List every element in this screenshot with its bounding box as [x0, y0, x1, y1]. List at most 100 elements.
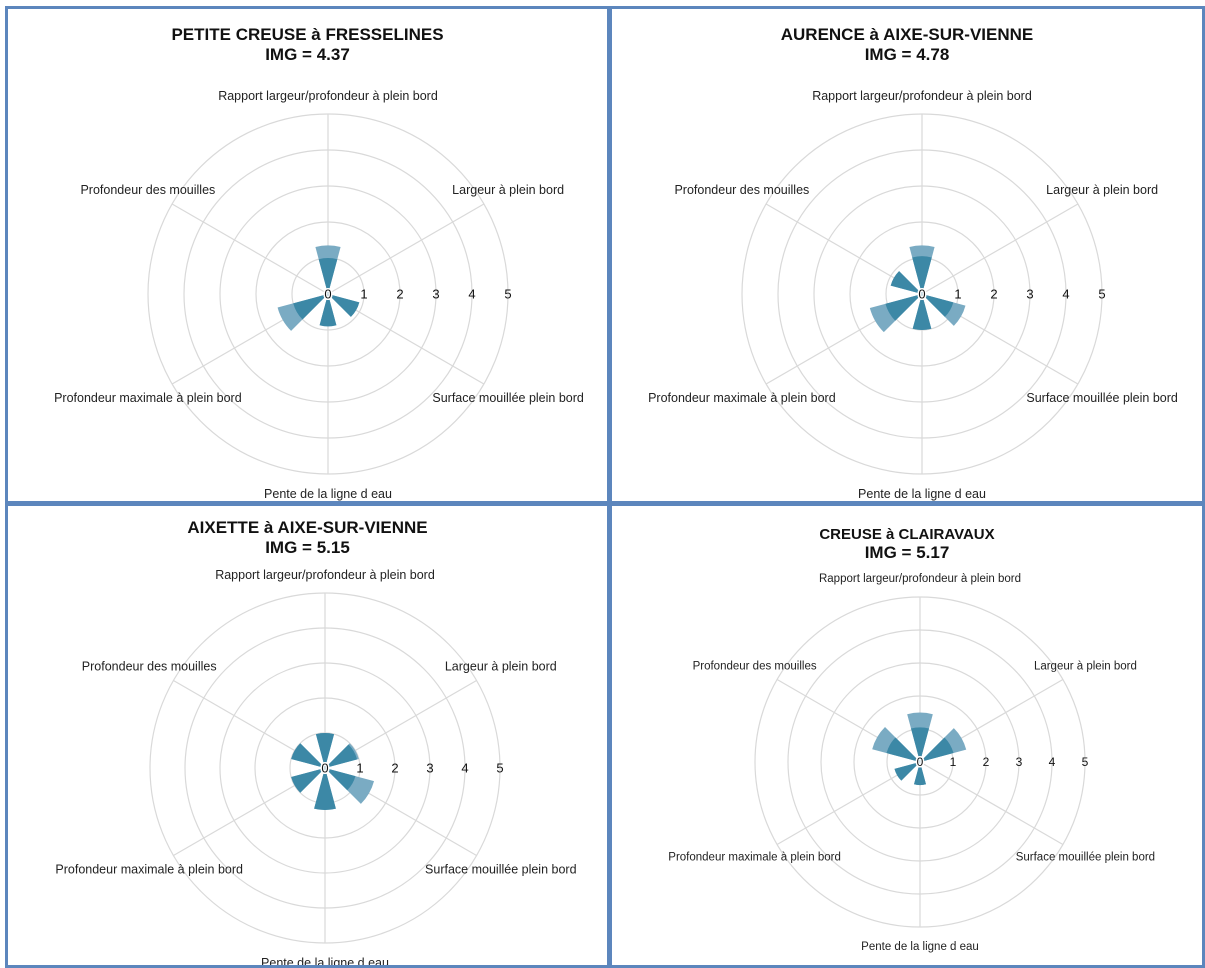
axis-label: Largeur à plein bord [445, 660, 557, 674]
tick-label: 2 [391, 761, 398, 776]
img-value: 4.78 [916, 44, 950, 64]
wedge-inner [318, 258, 338, 294]
tick-label: 4 [1062, 287, 1069, 302]
tick-label: 5 [1082, 755, 1089, 769]
station-name: PETITE CREUSE à FRESSELINES [171, 25, 444, 44]
chart-title: AURENCE à AIXE-SUR-VIENNE IMG = 4.78 [612, 25, 1202, 64]
tick-label: 2 [990, 287, 997, 302]
tick-label: 2 [983, 755, 990, 769]
wedge-inner [886, 737, 920, 762]
spoke-line [921, 203, 1079, 295]
img-value: 4.37 [316, 44, 350, 64]
station-name: AIXETTE à AIXE-SUR-VIENNE [187, 518, 428, 537]
wedge-inner [890, 271, 922, 294]
axis-label: Profondeur des mouilles [693, 661, 817, 673]
wedge-inner [894, 762, 920, 781]
axis-label: Rapport largeur/profondeur à plein bord [819, 573, 1021, 585]
tick-label: 1 [954, 287, 961, 302]
img-label: IMG = [265, 44, 317, 64]
tick-label: 1 [360, 287, 367, 302]
wedge-inner [328, 294, 360, 317]
wedge-inner [885, 294, 922, 321]
polar-chart: 0 1 2 3 4 5 Rapport largeur/profondeur à plein… [54, 89, 584, 501]
chart-panel-2: 0 1 2 3 4 5 Rapport largeur/profondeur à plein… [609, 6, 1205, 504]
img-score: IMG = 5.15 [8, 538, 607, 558]
tick-label: 1 [950, 755, 957, 769]
tick-label: 4 [461, 761, 468, 776]
wedge-inner [315, 732, 335, 768]
wedge-inner [291, 743, 325, 768]
wedge-inner [293, 294, 328, 320]
wedge-inner [319, 294, 337, 327]
wedge-inner [325, 744, 358, 768]
wedge-inner [911, 727, 929, 762]
wedge-inner [914, 762, 926, 786]
tick-label: 3 [426, 761, 433, 776]
tick-label: 5 [504, 287, 511, 302]
tick-label: 3 [1026, 287, 1033, 302]
axis-label: Surface mouillée plein bord [1026, 391, 1178, 405]
img-label: IMG = [864, 543, 917, 563]
chart-panel-4: 0 1 2 3 4 5 Rapport largeur/profondeur à plein… [609, 503, 1205, 968]
axis-label: Profondeur des mouilles [82, 660, 217, 674]
chart-title: PETITE CREUSE à FRESSELINES IMG = 4.37 [8, 25, 607, 64]
polar-chart: 0 1 2 3 4 5 Rapport largeur/profondeur à plein… [668, 573, 1155, 953]
axis-label: Profondeur des mouilles [674, 183, 809, 197]
wedge-inner [920, 737, 954, 762]
img-score: IMG = 4.37 [8, 45, 607, 65]
tick-label: 0 [918, 287, 925, 302]
station-name: CREUSE à CLAIRAVAUX [819, 526, 995, 543]
axis-label: Surface mouillée plein bord [1016, 852, 1155, 864]
tick-label: 0 [324, 287, 331, 302]
chart-panel-1: 0 1 2 3 4 5 Rapport largeur/profondeur à plein… [5, 6, 610, 504]
img-value: 5.15 [316, 537, 350, 557]
axis-label: Largeur à plein bord [452, 183, 564, 197]
axis-label: Pente de la ligne d eau [858, 487, 986, 501]
spoke-line [327, 203, 485, 295]
wedge-inner [912, 256, 932, 294]
spoke-line [919, 761, 1064, 846]
wedge-inner [325, 768, 356, 791]
axis-label: Rapport largeur/profondeur à plein bord [812, 89, 1032, 103]
axis-label: Profondeur maximale à plein bord [54, 391, 242, 405]
axis-label: Pente de la ligne d eau [261, 956, 389, 965]
chart-title: AIXETTE à AIXE-SUR-VIENNE IMG = 5.15 [8, 518, 607, 557]
axis-label: Profondeur maximale à plein bord [648, 391, 836, 405]
tick-label: 4 [468, 287, 475, 302]
img-score: IMG = 5.17 [612, 543, 1202, 563]
axis-label: Largeur à plein bord [1034, 661, 1137, 673]
axis-label: Surface mouillée plein bord [432, 391, 584, 405]
wedge-inner [922, 294, 954, 317]
polar-chart: 0 1 2 3 4 5 Rapport largeur/profondeur à plein… [648, 89, 1178, 501]
axis-label: Profondeur maximale à plein bord [668, 852, 841, 864]
img-label: IMG = [864, 44, 917, 64]
wedge-inner [291, 768, 325, 793]
spoke-line [171, 203, 329, 295]
img-score: IMG = 4.78 [612, 45, 1202, 65]
chart-panel-3: 0 1 2 3 4 5 Rapport largeur/profondeur à plein… [5, 503, 610, 968]
tick-label: 2 [396, 287, 403, 302]
img-value: 5.17 [916, 543, 950, 563]
axis-label: Surface mouillée plein bord [425, 863, 577, 877]
chart-title: CREUSE à CLAIRAVAUX IMG = 5.17 [612, 526, 1202, 563]
polar-chart: 0 1 2 3 4 5 Rapport largeur/profondeur à plein… [55, 568, 577, 965]
station-name: AURENCE à AIXE-SUR-VIENNE [780, 25, 1034, 44]
axis-label: Profondeur maximale à plein bord [55, 863, 243, 877]
tick-label: 3 [1016, 755, 1023, 769]
axis-label: Profondeur des mouilles [80, 183, 215, 197]
tick-label: 0 [321, 761, 328, 776]
wedge-inner [912, 294, 932, 330]
tick-label: 3 [432, 287, 439, 302]
axis-label: Pente de la ligne d eau [264, 487, 392, 501]
tick-label: 5 [1098, 287, 1105, 302]
spoke-line [776, 761, 921, 846]
tick-label: 5 [496, 761, 503, 776]
axis-label: Largeur à plein bord [1046, 183, 1158, 197]
tick-label: 4 [1049, 755, 1056, 769]
tick-label: 0 [917, 755, 924, 769]
axis-label: Pente de la ligne d eau [861, 941, 979, 953]
img-label: IMG = [265, 537, 317, 557]
tick-label: 1 [356, 761, 363, 776]
wedge-inner [314, 768, 336, 811]
